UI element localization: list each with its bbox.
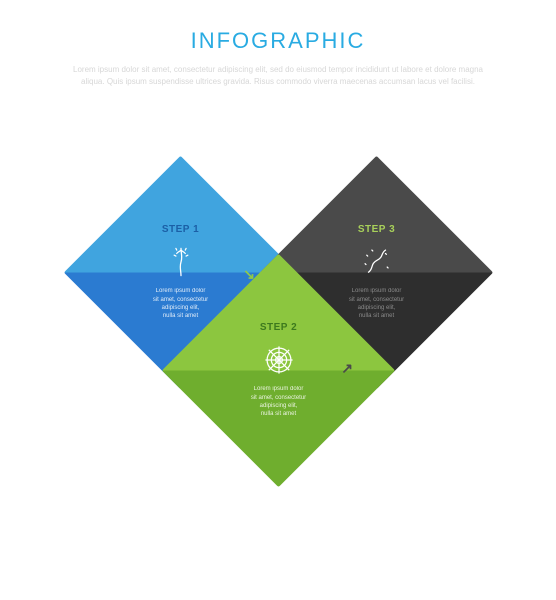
step-2-label: Step 2 — [260, 322, 297, 333]
arrow-2-to-3: ↗ — [341, 360, 353, 377]
infographic-diagram: Step 1 Lorem ipsum dolorsit amet, consec… — [78, 190, 478, 530]
page-subtitle: Lorem ipsum dolor sit amet, consectetur … — [68, 64, 488, 88]
magic-staff-icon — [164, 245, 198, 279]
diamond-step-2: Step 2 Lorem ipsum dolorsit amet, consec… — [196, 288, 361, 453]
spider-web-icon — [262, 343, 296, 377]
magic-fog-icon — [360, 245, 394, 279]
page-title: Infographic — [0, 0, 556, 54]
step-1-label: Step 1 — [162, 224, 199, 235]
step-2-description: Lorem ipsum dolorsit amet, consecteturad… — [251, 385, 306, 419]
step-3-label: Step 3 — [358, 224, 395, 235]
